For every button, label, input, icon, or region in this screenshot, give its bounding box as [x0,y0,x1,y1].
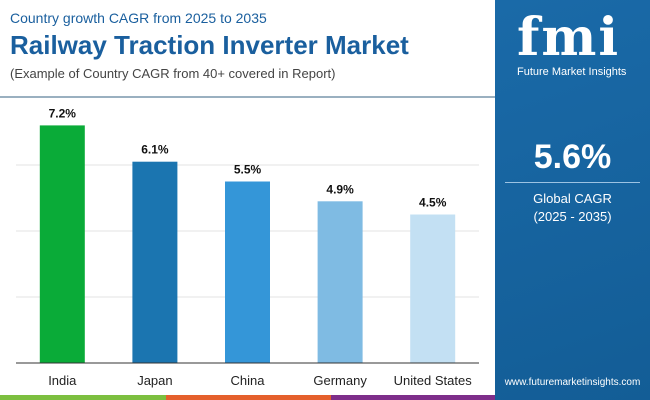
global-cagr-value: 5.6% [533,138,612,176]
fmi-logo: fmi [517,7,621,68]
data-label: 6.1% [141,143,169,157]
stripe-2 [166,395,331,400]
x-tick-label: Japan [137,373,172,388]
website-link[interactable]: www.futuremarketinsights.com [504,377,641,388]
data-label: 7.2% [49,106,77,120]
stripe-3 [331,395,495,400]
x-tick-label: India [48,373,77,388]
bar-japan [132,161,178,363]
stripe-1 [0,395,166,400]
chart-title: Railway Traction Inverter Market [10,30,409,60]
bar-chart: 7.2% India 6.1% Japan 5.5% China 4.9% Germany 4.… [16,106,479,388]
bar-india [39,125,85,364]
x-tick-label: United States [394,373,473,388]
bar-united-states [410,214,456,363]
global-cagr-label: Global CAGR [533,191,612,206]
divider [505,182,640,183]
brand-name: Future Market Insights [517,66,627,78]
x-tick-label: Germany [313,373,367,388]
x-tick-label: China [231,373,266,388]
divider [0,96,495,98]
chart-note: (Example of Country CAGR from 40+ covere… [10,66,336,81]
data-label: 5.5% [234,163,262,177]
bar-china [225,181,270,363]
data-label: 4.5% [419,196,447,210]
chart-subtitle: Country growth CAGR from 2025 to 2035 [10,10,267,26]
bar-germany [317,201,363,363]
brand-panel: fmi Future Market Insights 5.6% Global C… [495,0,650,400]
data-label: 4.9% [326,182,354,196]
global-cagr-period: (2025 - 2035) [533,209,612,224]
